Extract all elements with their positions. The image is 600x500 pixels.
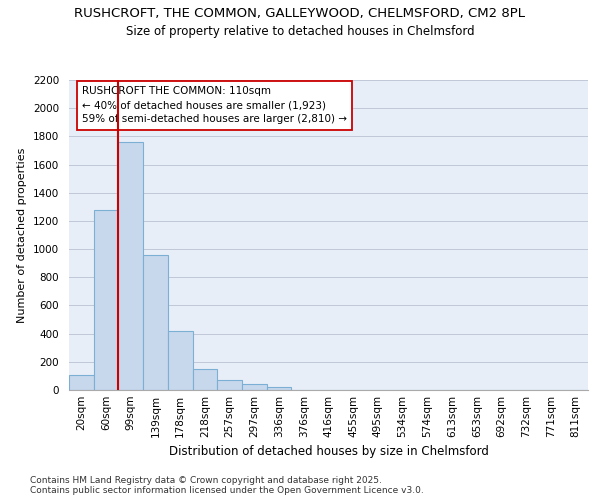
Bar xyxy=(168,331,193,390)
Y-axis label: Number of detached properties: Number of detached properties xyxy=(17,148,28,322)
Bar xyxy=(217,380,242,390)
X-axis label: Distribution of detached houses by size in Chelmsford: Distribution of detached houses by size … xyxy=(169,446,488,458)
Text: RUSHCROFT, THE COMMON, GALLEYWOOD, CHELMSFORD, CM2 8PL: RUSHCROFT, THE COMMON, GALLEYWOOD, CHELM… xyxy=(74,8,526,20)
Bar xyxy=(242,384,267,390)
Bar xyxy=(143,256,168,390)
Bar xyxy=(69,374,94,390)
Bar xyxy=(193,369,217,390)
Text: Size of property relative to detached houses in Chelmsford: Size of property relative to detached ho… xyxy=(125,25,475,38)
Text: RUSHCROFT THE COMMON: 110sqm
← 40% of detached houses are smaller (1,923)
59% of: RUSHCROFT THE COMMON: 110sqm ← 40% of de… xyxy=(82,86,347,124)
Bar xyxy=(118,142,143,390)
Text: Contains HM Land Registry data © Crown copyright and database right 2025.
Contai: Contains HM Land Registry data © Crown c… xyxy=(30,476,424,495)
Bar xyxy=(267,387,292,390)
Bar xyxy=(94,210,118,390)
